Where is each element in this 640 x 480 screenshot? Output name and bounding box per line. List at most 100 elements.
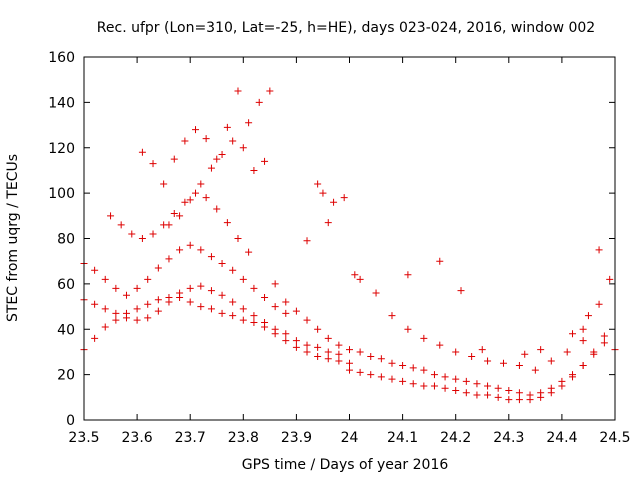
data-point — [154, 307, 162, 315]
data-point — [314, 343, 322, 351]
data-point — [377, 355, 385, 363]
data-point — [335, 357, 343, 365]
data-point — [282, 337, 290, 345]
data-point — [239, 144, 247, 152]
data-point — [404, 271, 412, 279]
data-point — [144, 314, 152, 322]
data-point — [181, 137, 189, 145]
data-point — [356, 368, 364, 376]
data-point — [399, 362, 407, 370]
data-point — [324, 334, 332, 342]
data-point — [160, 180, 168, 188]
data-point — [462, 377, 470, 385]
y-tick-label: 0 — [66, 413, 75, 429]
data-point — [335, 341, 343, 349]
data-point — [176, 212, 184, 220]
series-arc7 — [271, 280, 619, 399]
y-tick-label: 60 — [57, 277, 75, 293]
data-point — [229, 266, 237, 274]
data-point — [579, 362, 587, 370]
data-point — [377, 373, 385, 381]
data-point — [436, 341, 444, 349]
data-point — [261, 157, 269, 165]
series-arc3 — [80, 241, 290, 317]
data-point — [537, 393, 545, 401]
data-point — [584, 312, 592, 320]
data-point — [218, 259, 226, 267]
data-point — [176, 246, 184, 254]
data-point — [197, 180, 205, 188]
data-point — [292, 337, 300, 345]
data-point — [292, 343, 300, 351]
data-point — [303, 237, 311, 245]
data-point — [478, 346, 486, 354]
data-point — [170, 155, 178, 163]
data-point — [436, 257, 444, 265]
data-point — [138, 148, 146, 156]
x-tick-label: 23.6 — [122, 430, 153, 446]
series-arc5 — [138, 87, 274, 188]
data-point — [282, 330, 290, 338]
data-point — [462, 389, 470, 397]
data-point — [229, 312, 237, 320]
data-point — [149, 230, 157, 238]
data-point — [388, 312, 396, 320]
data-point — [314, 180, 322, 188]
data-point — [484, 391, 492, 399]
x-tick-label: 23.5 — [68, 430, 99, 446]
data-point — [600, 332, 608, 340]
data-point — [112, 284, 120, 292]
data-point — [537, 346, 545, 354]
data-point — [250, 284, 258, 292]
data-point — [170, 210, 178, 218]
data-point — [122, 291, 130, 299]
data-point — [531, 366, 539, 374]
data-point — [515, 396, 523, 404]
data-point — [473, 391, 481, 399]
data-point — [176, 289, 184, 297]
data-point — [457, 287, 465, 295]
data-point — [192, 189, 200, 197]
data-point — [197, 246, 205, 254]
data-point — [266, 87, 274, 95]
data-point — [255, 98, 263, 106]
data-point — [91, 266, 99, 274]
data-point — [218, 291, 226, 299]
x-tick-label: 23.8 — [228, 430, 259, 446]
data-point — [303, 316, 311, 324]
data-point — [234, 87, 242, 95]
x-tick-label: 24.3 — [493, 430, 524, 446]
data-point — [569, 373, 577, 381]
data-point — [186, 196, 194, 204]
data-point — [452, 375, 460, 383]
data-point — [144, 275, 152, 283]
data-point — [101, 275, 109, 283]
data-point — [558, 382, 566, 390]
y-tick-label: 40 — [57, 322, 75, 338]
data-point — [133, 305, 141, 313]
data-point — [420, 334, 428, 342]
data-point — [239, 305, 247, 313]
data-point — [133, 284, 141, 292]
data-point — [101, 305, 109, 313]
data-point — [223, 123, 231, 131]
data-point — [409, 364, 417, 372]
data-point — [218, 151, 226, 159]
data-point — [314, 352, 322, 360]
data-point — [202, 135, 210, 143]
data-point — [282, 298, 290, 306]
y-tick-label: 80 — [57, 232, 75, 248]
data-point — [367, 352, 375, 360]
data-point — [319, 189, 327, 197]
data-point — [165, 298, 173, 306]
chart-title: Rec. ufpr (Lon=310, Lat=-25, h=HE), days… — [97, 20, 595, 36]
data-point — [165, 221, 173, 229]
data-point — [101, 323, 109, 331]
data-point — [271, 303, 279, 311]
data-point — [372, 289, 380, 297]
x-tick-label: 24.1 — [387, 430, 418, 446]
data-point — [569, 330, 577, 338]
data-point — [314, 325, 322, 333]
data-point — [207, 253, 215, 261]
y-tick-label: 140 — [48, 95, 75, 111]
